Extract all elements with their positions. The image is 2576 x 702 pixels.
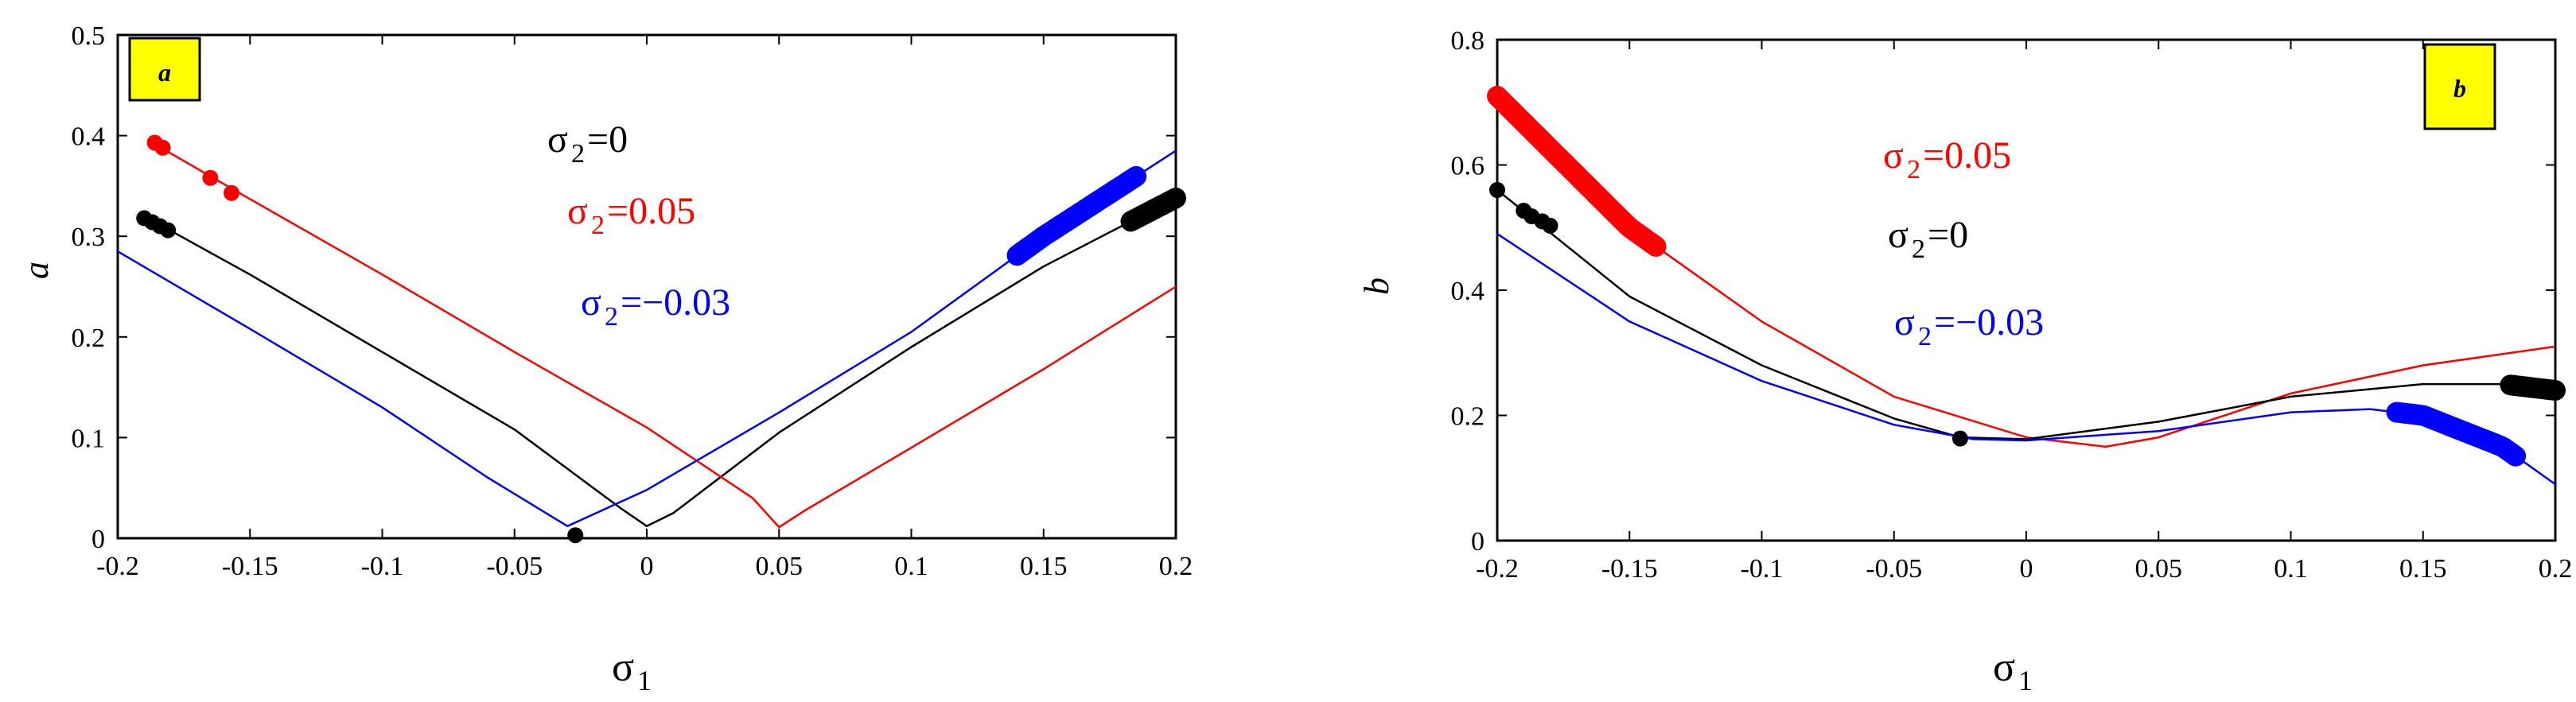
panel-b: b σ 1 -0.2 -0.15 -0.1 -0.05 0 0.05 0.1 0.15 0.2 0…: [1357, 26, 2572, 696]
panel-b-legend-red-sym: σ: [1883, 134, 1904, 176]
panel-a-legend-blue-val: =−0.03: [621, 281, 730, 324]
panel-a-legend-blue-sub: 2: [605, 302, 618, 332]
panel-b-series-line-1: [1496, 189, 2556, 440]
panel-b-marker-point: [1489, 182, 1505, 198]
panel-b-badge-label: b: [2453, 74, 2466, 103]
panel-a-series: [117, 145, 1177, 529]
panel-b-frame: [1496, 38, 2557, 542]
panel-b-legend-blue: σ 2 =−0.03: [1894, 301, 2044, 351]
panel-a-legend-red-val: =0.05: [607, 190, 695, 232]
panel-b-x-label-main: σ: [1993, 645, 2015, 690]
panel-b-x-label-sub: 1: [2018, 665, 2033, 696]
panel-a-marker-point: [223, 184, 239, 201]
panel-b-xtick-label: -0.2: [1476, 554, 1519, 584]
panel-a-marker-point: [160, 222, 177, 239]
panel-a-legend-black: σ 2 =0: [547, 118, 628, 169]
panel-b-xtick-label: 0.1: [2274, 554, 2308, 584]
panel-b-plot-area: [1496, 38, 2557, 542]
panel-b-xtick-label: 0: [2020, 554, 2033, 584]
panel-a-ytick-label: 0.4: [72, 122, 106, 152]
panel-b-xtick-label: 0.2: [2539, 554, 2573, 584]
panel-b-xtick-label: -0.05: [1866, 554, 1922, 584]
panel-a-x-label-sub: 1: [637, 665, 652, 696]
panel-b-legend-red-val: =0.05: [1923, 134, 2011, 176]
panel-a-legend-blue: σ 2 =−0.03: [581, 281, 730, 332]
panel-a-xtick-label: 0.15: [1020, 552, 1068, 581]
panel-b-legend-black-sub: 2: [1912, 235, 1925, 264]
panel-b-badge: b: [2423, 43, 2496, 130]
panel-b-markers: [1487, 85, 2566, 467]
panel-b-legend-black-sym: σ: [1888, 214, 1909, 256]
panel-a-legend-red-sym: σ: [567, 190, 588, 232]
panel-a-series-line-1: [157, 145, 1177, 529]
panel-b-legend-red-sub: 2: [1907, 155, 1920, 184]
panel-a-markers: [136, 134, 1186, 544]
panel-a-xtick-label: -0.15: [222, 552, 278, 581]
panel-a-legend-black-sym: σ: [547, 118, 568, 161]
panel-a-annotations: σ 2 =0 σ 2 =0.05 σ 2 =−0.03: [547, 118, 730, 332]
panel-b-legend-blue-sym: σ: [1894, 301, 1915, 343]
panel-b-ytick-label: 0.2: [1451, 402, 1485, 432]
panel-a-marker-point: [567, 527, 584, 544]
panel-a-series-line-2: [117, 149, 1177, 528]
panel-b-thick-segment-4: [2500, 374, 2566, 401]
panel-a-ytick-label: 0.3: [72, 223, 106, 252]
panel-b-ytick-label: 0.8: [1451, 26, 1485, 56]
panel-b-legend-black: σ 2 =0: [1888, 214, 1968, 264]
panel-b-x-label: σ 1: [1993, 645, 2033, 696]
panel-a-badge-box: [128, 37, 201, 102]
panel-b-series-line-2: [1496, 233, 2556, 486]
panel-a-legend-red: σ 2 =0.05: [567, 190, 695, 240]
panel-a-thick-segment-3: [1006, 165, 1147, 266]
panel-b-series: [1496, 95, 2556, 486]
panel-b-ytick-label: 0: [1471, 527, 1485, 557]
panel-a-ytick-label: 0.1: [72, 424, 106, 453]
panel-a-legend-black-val: =0: [587, 118, 628, 161]
panel-b-legend-blue-sub: 2: [1918, 322, 1932, 351]
panel-b-xtick-label: -0.15: [1601, 554, 1658, 584]
panel-a-marker-point: [202, 169, 219, 186]
panel-b-badge-box: [2423, 43, 2496, 130]
panel-b-legend-blue-val: =−0.03: [1934, 301, 2044, 343]
panel-a-xtick-label: 0: [640, 552, 654, 581]
panel-a-marker-point: [154, 139, 171, 156]
panel-a-x-label-main: σ: [612, 645, 634, 690]
panel-a-series-line-0: [143, 196, 1177, 528]
panel-a-badge-label: a: [158, 58, 171, 87]
panel-a-badge: a: [128, 37, 201, 102]
panel-a-ticks: -0.2 -0.15 -0.1 -0.05 0 0.05 0.1 0.15 0.2 0 0.1 0.2…: [72, 21, 1193, 581]
panel-a-xtick-label: 0.2: [1159, 552, 1193, 581]
panel-a-legend-black-sub: 2: [571, 139, 585, 169]
panel-a-xtick-label: -0.1: [361, 552, 404, 581]
panel-a-ytick-label: 0: [91, 525, 105, 554]
panel-a-x-label: σ 1: [612, 645, 652, 696]
panel-b-thick-segment-3: [2386, 401, 2527, 467]
panel-b-legend-black-val: =0: [1928, 214, 1968, 256]
panel-a-y-label: a: [17, 262, 56, 279]
panel-b-xtick-label: 0.05: [2135, 554, 2183, 584]
panel-b-ticks: -0.2 -0.15 -0.1 -0.05 0 0.05 0.1 0.15 0.2 0 0.2 0.4…: [1451, 26, 2573, 584]
panel-a-xtick-label: -0.05: [486, 552, 543, 581]
panel-b-marker-point: [1951, 430, 1968, 447]
panel-b-series-line-0: [1496, 95, 2556, 448]
panel-a-xtick-label: -0.2: [96, 552, 139, 581]
panel-a-thick-segment-4: [1120, 188, 1186, 232]
panel-a-xtick-label: 0.05: [756, 552, 804, 581]
panel-b-thick-segment-0: [1487, 85, 1667, 257]
panel-b-legend-red: σ 2 =0.05: [1883, 134, 2011, 184]
panel-b-xtick-label: 0.15: [2399, 554, 2447, 584]
panel-a-legend-blue-sym: σ: [581, 281, 601, 324]
panel-a-ytick-label: 0.5: [72, 21, 106, 51]
panel-a-legend-red-sub: 2: [591, 211, 605, 240]
panel-a: a σ 1 -0.2 -0.15 -0.1 -0.05 0 0.05 0.1 0.15 0.2 0…: [17, 21, 1193, 696]
panel-b-xtick-label: -0.1: [1741, 554, 1784, 584]
panel-b-marker-point: [1542, 217, 1558, 234]
panel-b-annotations: σ 2 =0.05 σ 2 =0 σ 2 =−0.03: [1883, 134, 2044, 351]
panel-a-ytick-label: 0.2: [72, 324, 106, 353]
panel-b-ytick-label: 0.4: [1451, 277, 1485, 306]
panel-b-y-label: b: [1357, 277, 1396, 295]
panel-a-xtick-label: 0.1: [894, 552, 928, 581]
panel-b-ytick-label: 0.6: [1451, 152, 1485, 181]
